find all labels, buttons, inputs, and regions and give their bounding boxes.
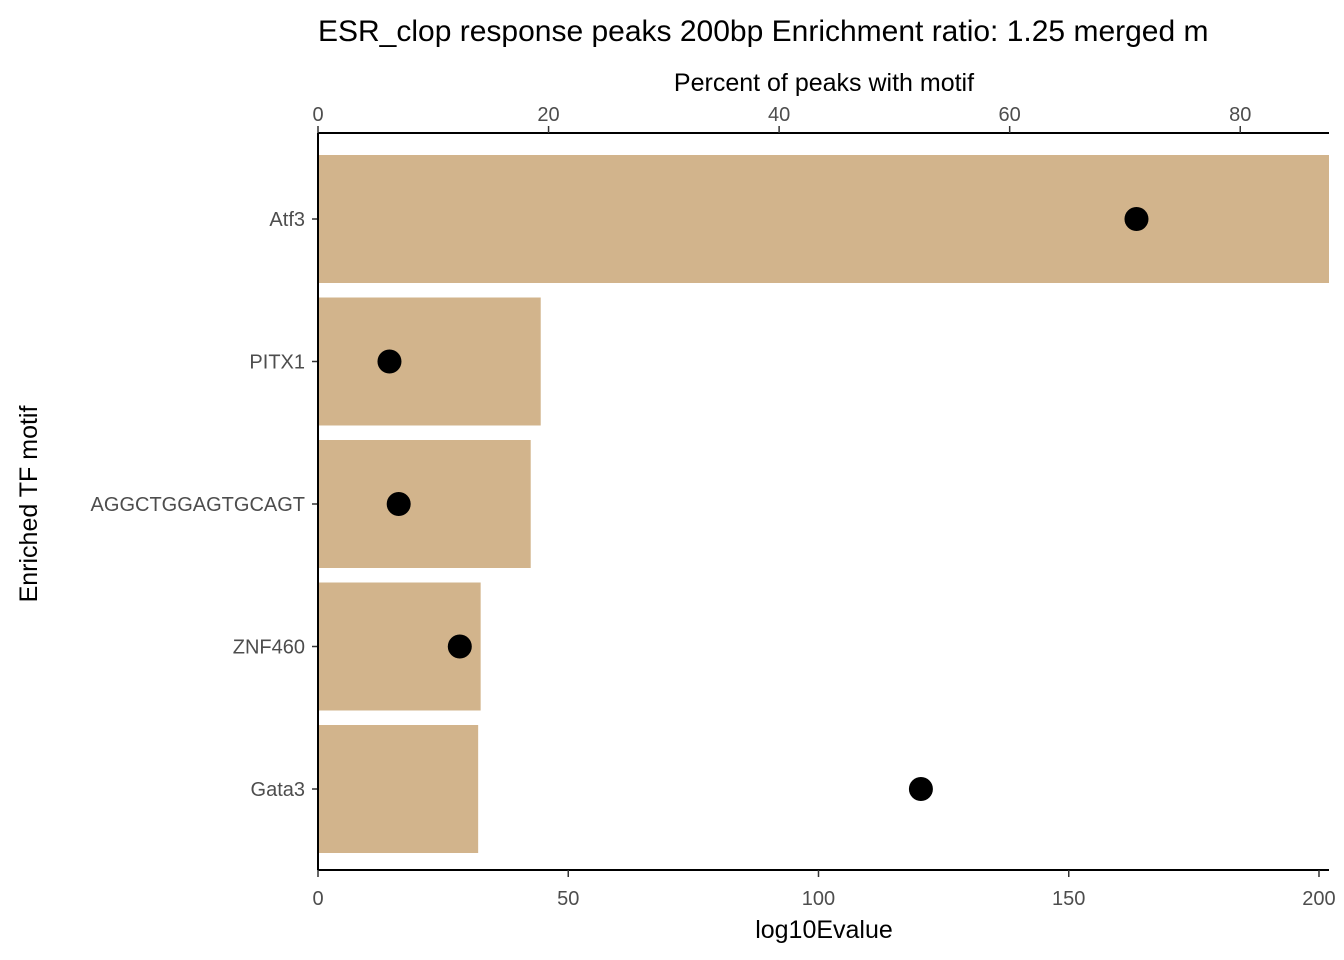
bar-pitx1	[318, 297, 541, 426]
point-aggctggagtgcagt	[386, 492, 411, 516]
top-tick-label-20: 20	[537, 104, 559, 126]
bar-atf3	[318, 155, 1329, 283]
y-axis-title: Enriched TF motif	[15, 406, 43, 603]
bar-gata3	[318, 725, 479, 853]
point-atf3	[1124, 207, 1149, 231]
top-axis-title: Percent of peaks with motif	[674, 69, 974, 97]
top-tick-label-60: 60	[999, 104, 1021, 126]
y-tick-label-znf460: ZNF460	[233, 637, 305, 659]
bottom-axis-title: log10Evalue	[755, 916, 893, 944]
y-tick-label-gata3: Gata3	[251, 779, 305, 801]
top-tick-label-80: 80	[1229, 104, 1251, 126]
top-tick-label-0: 0	[312, 104, 323, 126]
point-gata3	[908, 777, 933, 801]
y-tick-label-pitx1: PITX1	[249, 352, 305, 374]
bottom-tick-label-50: 50	[557, 888, 579, 910]
bar-aggctggagtgcagt	[318, 440, 531, 568]
top-tick-label-40: 40	[768, 104, 790, 126]
point-pitx1	[377, 349, 402, 374]
chart-title: ESR_clop response peaks 200bp Enrichment…	[318, 15, 1209, 48]
points-layer	[377, 207, 1149, 801]
y-tick-label-atf3: Atf3	[269, 209, 305, 231]
bottom-tick-label-100: 100	[802, 888, 835, 910]
axes-layer: Atf3 PITX1 AGGCTGGAGTGCAGT ZNF460 Gata3 0 50 10…	[91, 104, 1336, 910]
bottom-tick-label-150: 150	[1052, 888, 1085, 910]
bottom-tick-label-0: 0	[312, 888, 323, 910]
y-tick-label-aggctggagtgcagt: AGGCTGGAGTGCAGT	[91, 494, 305, 516]
bars-layer	[318, 155, 1329, 853]
point-znf460	[447, 634, 472, 659]
bottom-tick-label-200: 200	[1302, 888, 1335, 910]
